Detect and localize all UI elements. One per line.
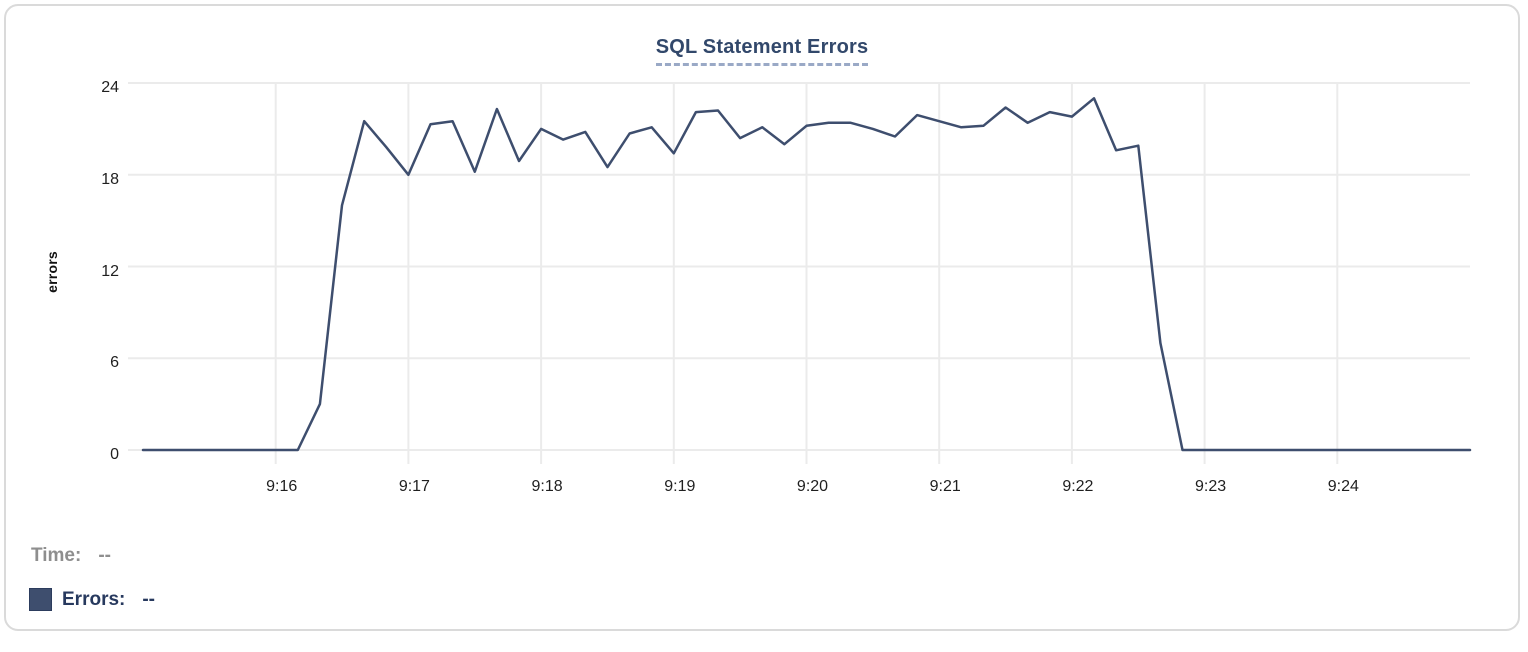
grid-lines (128, 82, 1470, 464)
errors-line-series (141, 97, 1472, 452)
errors-legend-swatch (29, 588, 52, 611)
time-value: -- (98, 545, 111, 566)
tooltip-errors-row: Errors: -- (29, 588, 155, 611)
chart-card: SQL Statement Errors errors 0 6 12 18 24 9:1… (4, 4, 1520, 631)
x-tick-label: 9:22 (1062, 478, 1094, 495)
x-tick-label: 9:19 (664, 478, 696, 495)
series-polyline (141, 97, 1472, 452)
chart-header: SQL Statement Errors (6, 36, 1518, 66)
errors-value: -- (142, 588, 156, 610)
x-tick-label: 9:17 (398, 478, 430, 495)
y-tick-label: 24 (101, 79, 119, 96)
y-tick-label: 6 (110, 354, 119, 372)
x-tick-label: 9:21 (929, 478, 961, 495)
x-tick-label: 9:24 (1327, 478, 1359, 495)
x-tick-label: 9:23 (1195, 478, 1227, 495)
time-label: Time: (31, 545, 82, 566)
tooltip-time-row: Time: -- (31, 545, 111, 567)
x-tick-label: 9:20 (796, 478, 829, 495)
y-tick-label: 18 (101, 170, 119, 188)
chart-title-link[interactable]: SQL Statement Errors (655, 36, 869, 66)
x-tick-label: 9:16 (266, 478, 298, 495)
x-tick-label: 9:18 (531, 478, 563, 495)
y-tick-label: 12 (101, 262, 119, 280)
errors-label: Errors: (62, 588, 126, 610)
y-tick-label: 0 (110, 446, 119, 463)
